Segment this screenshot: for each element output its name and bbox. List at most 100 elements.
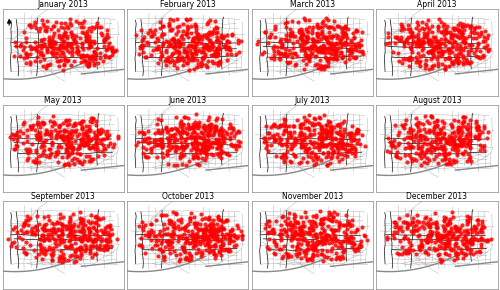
Point — [454, 127, 462, 132]
Point — [136, 46, 143, 50]
Point — [386, 150, 394, 154]
Point — [450, 140, 458, 144]
Point — [66, 144, 74, 149]
Point — [336, 137, 344, 142]
Point — [426, 235, 434, 239]
Point — [258, 52, 266, 56]
Point — [143, 40, 151, 45]
Point — [218, 117, 226, 122]
Point — [392, 154, 400, 159]
Point — [337, 132, 345, 137]
Point — [85, 230, 93, 235]
Point — [344, 222, 351, 226]
Point — [22, 51, 30, 55]
Point — [320, 66, 328, 71]
Point — [290, 234, 298, 239]
Point — [346, 135, 354, 140]
Point — [430, 53, 438, 57]
Point — [292, 62, 300, 67]
Point — [52, 59, 60, 64]
Point — [206, 223, 214, 228]
Point — [412, 26, 420, 30]
Point — [144, 41, 152, 46]
Point — [422, 62, 430, 67]
Point — [92, 134, 100, 138]
Point — [106, 239, 114, 244]
Point — [298, 145, 306, 150]
Point — [177, 57, 185, 61]
Point — [85, 154, 93, 159]
Point — [196, 130, 204, 134]
Point — [454, 148, 462, 152]
Point — [318, 144, 326, 148]
Point — [204, 245, 212, 249]
Point — [78, 162, 86, 167]
Point — [106, 141, 114, 146]
Point — [456, 125, 464, 130]
Point — [311, 38, 319, 43]
Point — [470, 226, 478, 230]
Point — [282, 123, 290, 128]
Point — [42, 137, 50, 142]
Point — [188, 44, 196, 48]
Point — [76, 152, 84, 156]
Point — [328, 25, 336, 30]
Point — [22, 239, 30, 244]
Point — [306, 230, 314, 235]
Point — [319, 48, 327, 52]
Point — [58, 215, 66, 219]
Point — [466, 117, 474, 122]
Point — [36, 237, 44, 241]
Point — [438, 147, 446, 152]
Point — [68, 246, 76, 250]
Point — [287, 253, 295, 258]
Point — [98, 236, 106, 241]
Point — [142, 146, 150, 151]
Point — [58, 134, 66, 139]
Point — [10, 239, 18, 244]
Point — [226, 45, 234, 50]
Point — [302, 35, 310, 40]
Point — [76, 160, 84, 164]
Point — [157, 34, 165, 39]
Point — [228, 233, 236, 237]
Point — [188, 130, 196, 135]
Point — [43, 47, 51, 52]
Point — [342, 32, 349, 36]
Point — [62, 118, 70, 123]
Point — [401, 122, 409, 127]
Point — [344, 148, 352, 153]
Point — [56, 233, 64, 238]
Point — [303, 239, 311, 244]
Point — [318, 65, 326, 69]
Point — [166, 54, 174, 59]
Point — [162, 238, 170, 243]
Point — [297, 48, 305, 52]
Point — [90, 51, 98, 56]
Point — [144, 128, 152, 133]
Point — [212, 31, 220, 36]
Point — [462, 61, 470, 65]
Point — [447, 32, 455, 37]
Point — [70, 59, 78, 64]
Point — [158, 54, 166, 59]
Point — [285, 123, 293, 128]
Point — [144, 234, 152, 239]
Point — [464, 142, 472, 146]
Point — [465, 215, 473, 220]
Point — [317, 48, 325, 52]
Point — [302, 61, 310, 66]
Point — [157, 241, 165, 245]
Point — [207, 52, 215, 57]
Point — [66, 42, 74, 47]
Point — [67, 136, 75, 141]
Point — [300, 47, 308, 52]
Point — [382, 42, 390, 47]
Point — [407, 144, 415, 149]
Point — [91, 221, 99, 225]
Point — [172, 50, 179, 54]
Point — [334, 123, 342, 128]
Point — [86, 244, 94, 249]
Point — [43, 19, 51, 23]
Point — [47, 151, 55, 155]
